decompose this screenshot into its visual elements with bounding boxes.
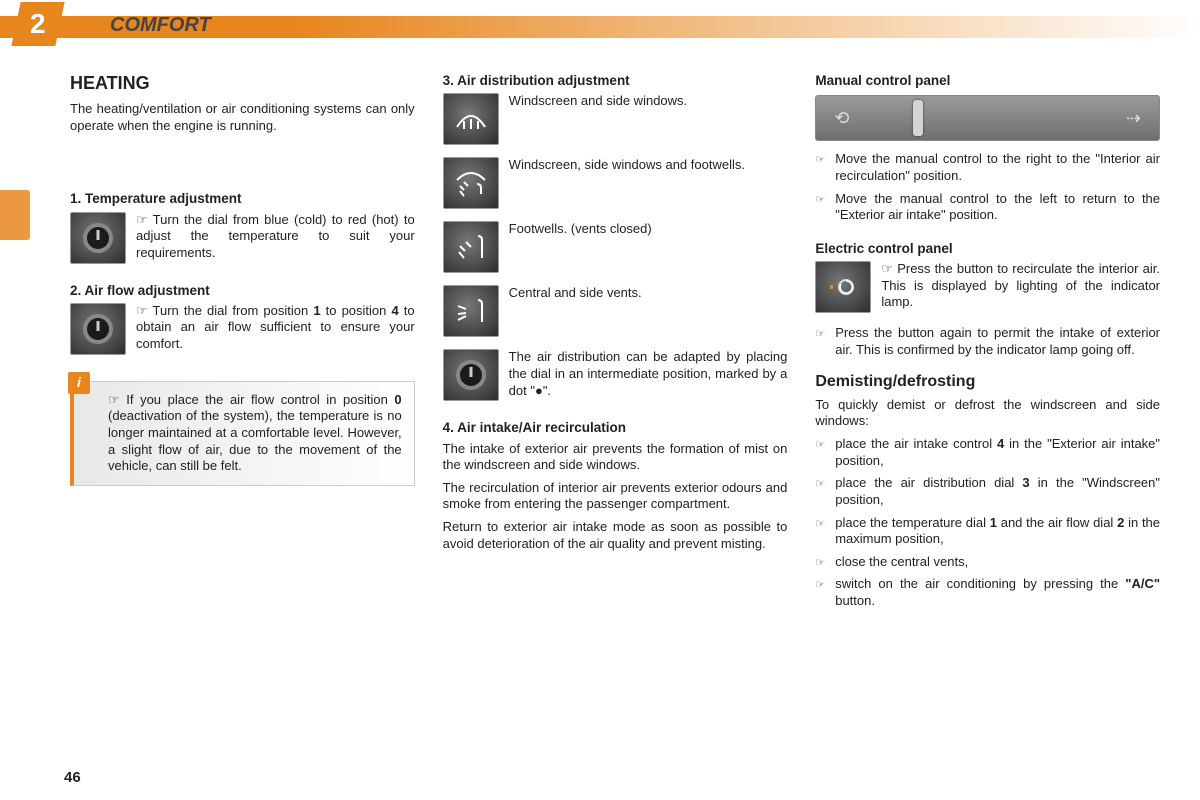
heading-demisting: Demisting/defrosting bbox=[815, 372, 1160, 392]
demist-item-1: place the air intake control 4 in the "E… bbox=[835, 436, 1160, 469]
dist-row-2: Windscreen, side windows and footwells. bbox=[443, 157, 788, 209]
heading-manual-panel: Manual control panel bbox=[815, 72, 1160, 89]
chapter-number: 2 bbox=[30, 8, 46, 40]
heading-airflow: 2. Air flow adjustment bbox=[70, 282, 415, 299]
central-vents-icon bbox=[443, 285, 499, 337]
electric-text: ☞ Press the button to recirculate the in… bbox=[881, 261, 1160, 311]
heating-intro: The heating/ventilation or air condition… bbox=[70, 101, 415, 134]
dist-text-5: The air distribution can be adapted by p… bbox=[509, 349, 788, 399]
dist-text-3: Footwells. (vents closed) bbox=[509, 221, 788, 238]
column-1: HEATING The heating/ventilation or air c… bbox=[70, 72, 415, 760]
column-2: 3. Air distribution adjustment Windscree… bbox=[443, 72, 788, 760]
temperature-dial-icon bbox=[70, 212, 126, 264]
page-number: 46 bbox=[64, 769, 81, 786]
manual-list: Move the manual control to the right to … bbox=[815, 151, 1160, 224]
footwell-icon bbox=[443, 221, 499, 273]
page-content: HEATING The heating/ventilation or air c… bbox=[70, 72, 1160, 760]
demist-item-2: place the air distribution dial 3 in the… bbox=[835, 475, 1160, 508]
heading-air-distribution: 3. Air distribution adjustment bbox=[443, 72, 788, 89]
demist-item-5: switch on the air conditioning by pressi… bbox=[835, 576, 1160, 609]
electric-list: Press the button again to permit the int… bbox=[815, 325, 1160, 358]
intake-p2: The recirculation of interior air preven… bbox=[443, 480, 788, 513]
intake-p1: The intake of exterior air prevents the … bbox=[443, 441, 788, 474]
windscreen-icon bbox=[443, 93, 499, 145]
info-callout: i ☞ If you place the air flow control in… bbox=[70, 381, 415, 486]
heading-temperature: 1. Temperature adjustment bbox=[70, 190, 415, 207]
temperature-text: ☞ Turn the dial from blue (cold) to red … bbox=[136, 212, 415, 262]
heading-air-intake: 4. Air intake/Air recirculation bbox=[443, 419, 788, 436]
recirc-icon: ⟲ bbox=[834, 107, 849, 130]
manual-slider-graphic: ⟲ ⇢ bbox=[815, 95, 1160, 141]
dist-text-1: Windscreen and side windows. bbox=[509, 93, 788, 110]
demist-list: place the air intake control 4 in the "E… bbox=[815, 436, 1160, 610]
info-icon: i bbox=[68, 372, 90, 394]
dist-text-4: Central and side vents. bbox=[509, 285, 788, 302]
manual-item-2: Move the manual control to the left to r… bbox=[835, 191, 1160, 224]
recirculation-button-icon bbox=[815, 261, 871, 313]
heading-heating: HEATING bbox=[70, 72, 415, 95]
intake-p3: Return to exterior air intake mode as so… bbox=[443, 519, 788, 552]
slider-knob bbox=[913, 100, 923, 136]
chapter-badge: 2 bbox=[11, 2, 64, 46]
airflow-row: ☞ Turn the dial from position 1 to posit… bbox=[70, 303, 415, 355]
dist-row-5: The air distribution can be adapted by p… bbox=[443, 349, 788, 401]
electric-item-2: Press the button again to permit the int… bbox=[835, 325, 1160, 358]
demist-item-4: close the central vents, bbox=[835, 554, 968, 571]
demist-item-3: place the temperature dial 1 and the air… bbox=[835, 515, 1160, 548]
dist-row-4: Central and side vents. bbox=[443, 285, 788, 337]
dist-row-3: Footwells. (vents closed) bbox=[443, 221, 788, 273]
exterior-intake-icon: ⇢ bbox=[1126, 107, 1141, 130]
temperature-text-body: Turn the dial from blue (cold) to red (h… bbox=[136, 212, 415, 260]
distribution-dial-icon bbox=[443, 349, 499, 401]
airflow-text: ☞ Turn the dial from position 1 to posit… bbox=[136, 303, 415, 353]
dist-row-1: Windscreen and side windows. bbox=[443, 93, 788, 145]
heading-electric-panel: Electric control panel bbox=[815, 240, 1160, 257]
windscreen-footwell-icon bbox=[443, 157, 499, 209]
side-tab bbox=[0, 190, 30, 240]
chapter-title: COMFORT bbox=[110, 14, 211, 37]
dist-text-2: Windscreen, side windows and footwells. bbox=[509, 157, 788, 174]
manual-item-1: Move the manual control to the right to … bbox=[835, 151, 1160, 184]
temperature-row: ☞ Turn the dial from blue (cold) to red … bbox=[70, 212, 415, 264]
demist-intro: To quickly demist or defrost the windscr… bbox=[815, 397, 1160, 430]
airflow-dial-icon bbox=[70, 303, 126, 355]
column-3: Manual control panel ⟲ ⇢ Move the manual… bbox=[815, 72, 1160, 760]
electric-row: ☞ Press the button to recirculate the in… bbox=[815, 261, 1160, 313]
